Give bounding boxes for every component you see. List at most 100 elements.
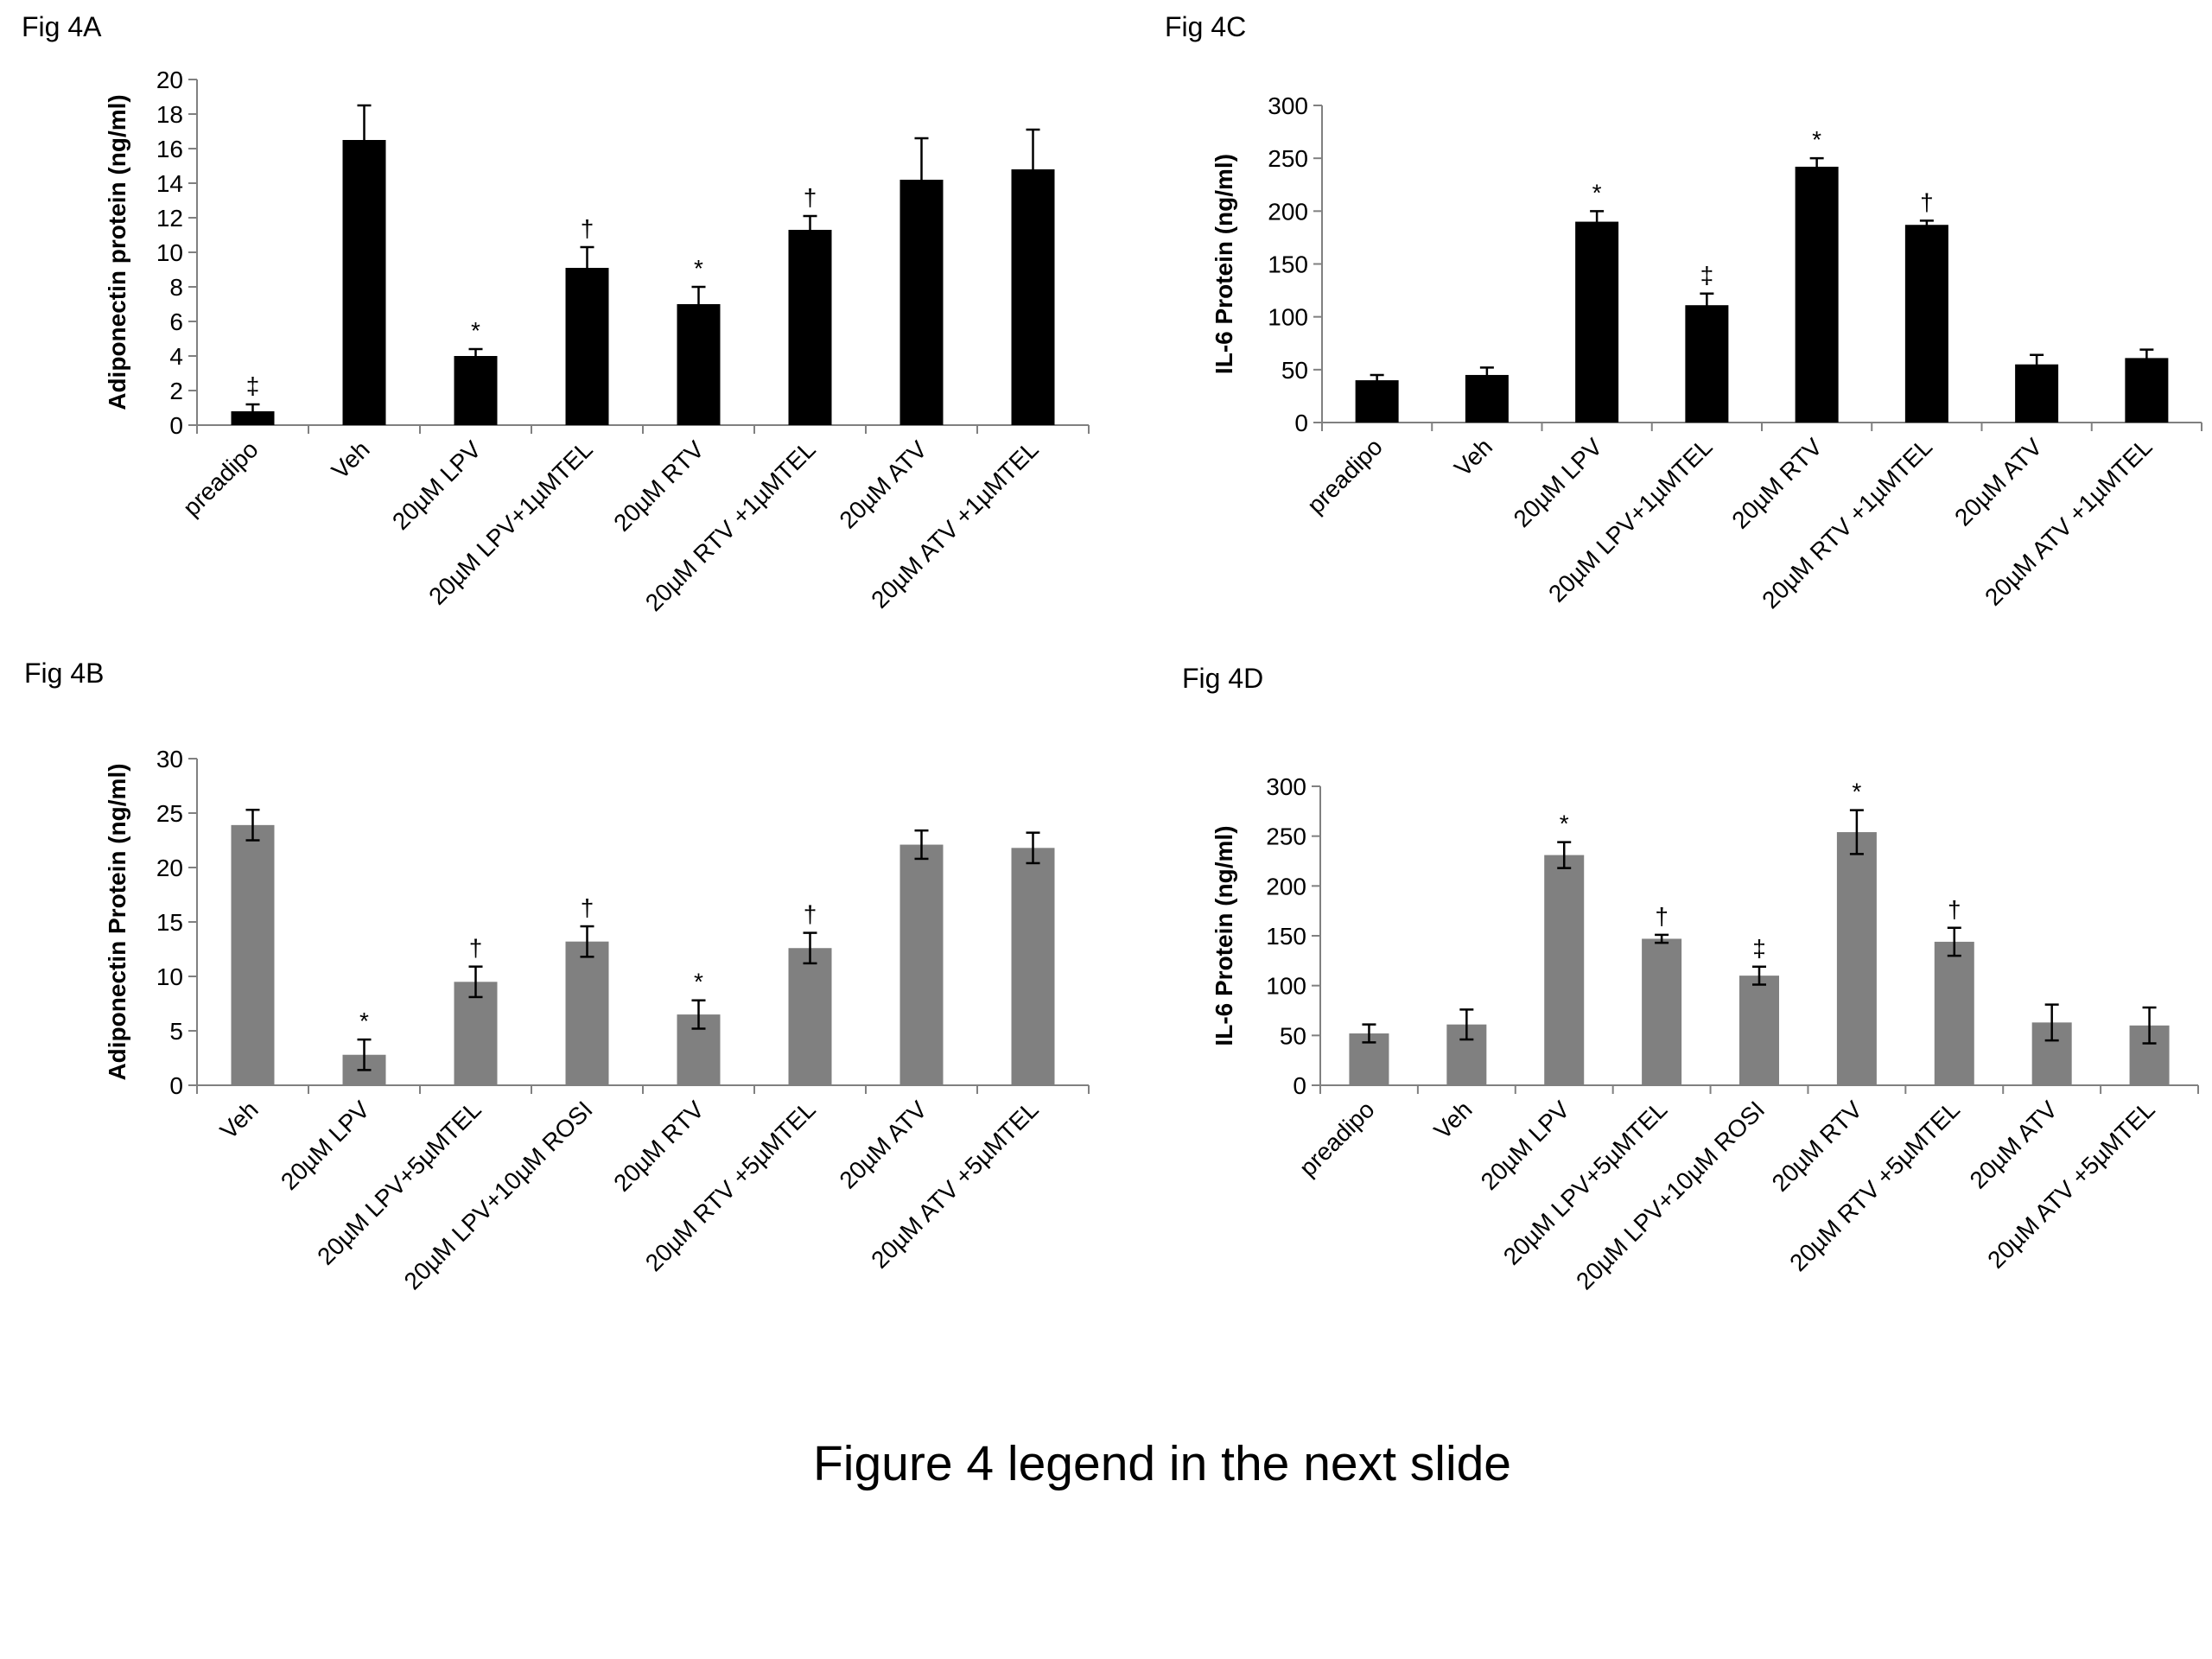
x-category-label: 20µM RTV xyxy=(1726,433,1827,534)
panel-fig-4a: Fig 4A Adiponectin protein (ng/ml) 0 2 4 6 8 10… xyxy=(22,11,1090,616)
panel-fig-4c: Fig 4C IL-6 Protein (ng/ml) 0 50 100 150 200 25… xyxy=(1165,11,2202,613)
error-bar xyxy=(1919,219,1934,231)
figure-caption: Figure 4 legend in the next slide xyxy=(813,1436,1511,1491)
significance-marker: * xyxy=(1592,179,1602,206)
bar xyxy=(1355,380,1399,423)
y-tick-label: 300 xyxy=(1266,773,1306,800)
x-category-label: preadipo xyxy=(178,435,264,521)
bar xyxy=(677,304,721,425)
y-tick-label: 100 xyxy=(1266,973,1306,1000)
panel-fig-4d: Fig 4D IL-6 Protein (ng/ml) 0 50 100 150 200 25… xyxy=(1182,663,2199,1294)
x-category-label: Veh xyxy=(1449,433,1497,481)
bar xyxy=(565,268,609,425)
bar xyxy=(454,356,498,425)
x-category-label: 20µM LPV xyxy=(1476,1096,1575,1195)
error-bar xyxy=(468,965,483,999)
significance-marker: † xyxy=(469,935,483,962)
error-bar xyxy=(468,347,483,365)
x-category-label: 20µM LPV xyxy=(276,1096,375,1195)
bar xyxy=(1011,169,1055,425)
y-tick-label: 15 xyxy=(156,909,183,936)
x-category-label: 20µM LPV xyxy=(1509,433,1608,532)
error-bar xyxy=(1362,1023,1376,1044)
x-category-label: preadipo xyxy=(1302,433,1388,518)
significance-marker: * xyxy=(694,255,703,282)
error-bar xyxy=(1849,809,1864,855)
error-bar xyxy=(580,245,594,290)
error-bar xyxy=(1370,373,1384,387)
bar xyxy=(899,844,944,1085)
y-tick-label: 200 xyxy=(1266,873,1306,899)
y-tick-label: 10 xyxy=(156,239,183,266)
y-tick-label: 16 xyxy=(156,136,183,162)
x-category-label: 20µM ATV xyxy=(1965,1096,2063,1194)
y-tick-label: 25 xyxy=(156,800,183,827)
bar xyxy=(565,941,609,1085)
bar xyxy=(2125,358,2169,423)
x-category-label: 20µM LPV+5µMTEL xyxy=(1498,1096,1673,1270)
x-category-label: preadipo xyxy=(1294,1096,1380,1181)
error-bar xyxy=(580,925,594,958)
y-tick-label: 20 xyxy=(156,855,183,881)
bar xyxy=(231,824,275,1085)
y-tick-label: 14 xyxy=(156,170,183,197)
significance-marker: † xyxy=(804,901,817,928)
y-tick-label: 5 xyxy=(169,1018,183,1045)
y-tick-label: 12 xyxy=(156,205,183,232)
error-bar xyxy=(803,214,817,245)
error-bar xyxy=(357,1038,372,1071)
panel-title: Fig 4C xyxy=(1165,11,1246,42)
error-bar xyxy=(914,137,929,223)
bar xyxy=(342,140,386,425)
bar xyxy=(1642,938,1682,1085)
error-bar xyxy=(1557,841,1572,869)
bar xyxy=(1795,166,1839,423)
error-bar xyxy=(245,808,260,842)
panel-title: Fig 4B xyxy=(24,658,104,689)
y-tick-label: 50 xyxy=(1280,1022,1306,1049)
error-bar xyxy=(914,829,929,861)
x-category-label: 20µM RTV xyxy=(608,435,709,537)
error-bar xyxy=(2030,353,2044,375)
y-tick-label: 6 xyxy=(169,308,183,335)
y-tick-label: 250 xyxy=(1266,823,1306,850)
error-bar xyxy=(2142,1006,2157,1045)
y-tick-label: 300 xyxy=(1268,92,1308,119)
significance-marker: ‡ xyxy=(246,372,260,399)
error-bar xyxy=(245,403,260,420)
error-bar xyxy=(1809,156,1824,176)
y-axis-label: IL-6 Protein (ng/ml) xyxy=(1211,154,1237,374)
bar xyxy=(788,948,832,1085)
panel-title: Fig 4A xyxy=(22,11,102,42)
significance-marker: † xyxy=(581,894,594,921)
y-tick-label: 0 xyxy=(1293,1072,1306,1099)
error-bar xyxy=(1947,926,1961,957)
bar xyxy=(1544,855,1585,1085)
x-category-label: 20µM LPV xyxy=(387,435,486,535)
significance-marker: † xyxy=(1920,188,1934,215)
significance-marker: ‡ xyxy=(1700,262,1714,289)
x-category-label: Veh xyxy=(1429,1096,1478,1144)
error-bar xyxy=(691,285,706,323)
significance-marker: * xyxy=(1852,779,1861,805)
y-tick-label: 4 xyxy=(169,343,183,370)
y-tick-label: 50 xyxy=(1281,357,1308,384)
error-bar xyxy=(1459,1008,1474,1041)
x-category-label: 20µM ATV xyxy=(834,1096,932,1194)
significance-marker: † xyxy=(1655,903,1669,930)
y-tick-label: 100 xyxy=(1268,304,1308,331)
bar xyxy=(454,982,498,1085)
y-tick-label: 10 xyxy=(156,963,183,990)
error-bar xyxy=(1590,210,1605,234)
significance-marker: † xyxy=(1948,896,1961,923)
bar xyxy=(788,230,832,425)
significance-marker: * xyxy=(359,1007,369,1034)
y-tick-label: 20 xyxy=(156,67,183,93)
y-tick-label: 0 xyxy=(169,1072,183,1099)
x-category-label: Veh xyxy=(327,435,375,484)
error-bar xyxy=(357,104,372,176)
bar xyxy=(1011,848,1055,1085)
bar xyxy=(1836,832,1877,1085)
x-category-label: Veh xyxy=(215,1096,264,1144)
